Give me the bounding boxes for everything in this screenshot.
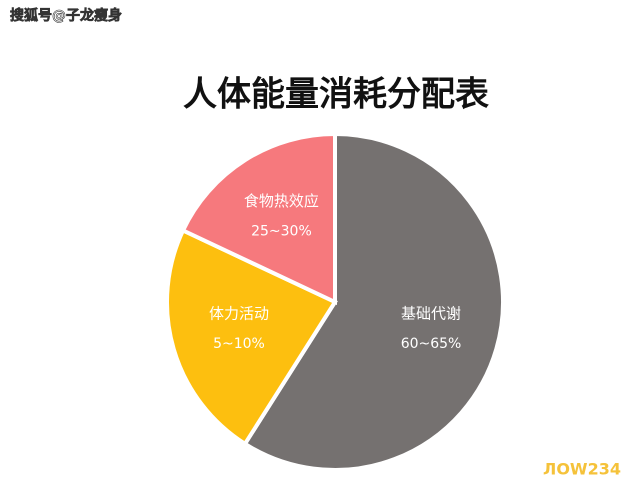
slice-label: 食物热效应: [244, 192, 319, 210]
pie-slice: [180, 131, 337, 306]
logo: ЛOW234: [543, 460, 621, 479]
slice-label: 体力活动: [209, 304, 269, 322]
watermark: 搜狐号@子龙瘦身: [10, 7, 122, 24]
chart-title: 人体能量消耗分配表: [183, 75, 489, 115]
slice-value-label: 60~65%: [401, 336, 462, 352]
pie-slice: [242, 131, 505, 472]
slice-value-label: 25~30%: [251, 224, 312, 240]
slice-label: 基础代谢: [401, 304, 461, 322]
slice-value-label: 5~10%: [213, 336, 265, 352]
